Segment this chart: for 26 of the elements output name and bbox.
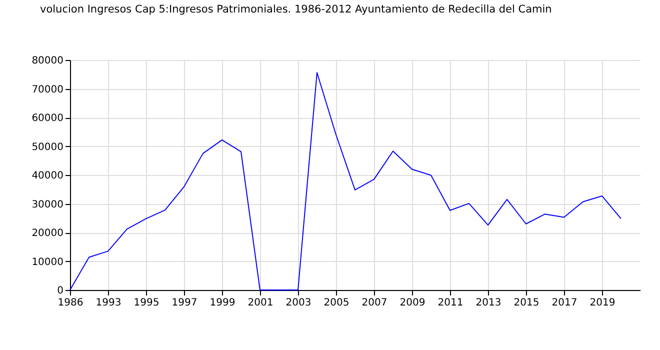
chart-title: volucion Ingresos Cap 5:Ingresos Patrimoniales. 1986-2012 Ayuntamiento de Redecilla del Camin (40, 4, 552, 16)
y-tick-label: 80000 (32, 56, 64, 66)
x-tick-label: 1999 (210, 298, 236, 308)
x-tick-label: 2015 (514, 298, 540, 308)
x-tick-label: 2001 (248, 298, 274, 308)
x-tick-label: 1995 (134, 298, 160, 308)
line-series (70, 72, 622, 290)
x-tick-label: 2007 (362, 298, 388, 308)
y-tick-label: 50000 (32, 142, 64, 153)
y-tick-label: 20000 (32, 228, 64, 239)
y-tick-label: 10000 (32, 256, 64, 268)
y-tick-label: 70000 (32, 84, 64, 96)
x-tick-label: 2003 (286, 298, 312, 308)
y-tick-label: 60000 (32, 113, 64, 124)
y-tick-label: 30000 (32, 199, 64, 210)
x-tick-label: 2019 (590, 298, 616, 308)
x-tick-label: 1997 (172, 298, 198, 308)
x-tick-label: 2013 (476, 298, 502, 308)
x-tick-label: 2005 (324, 298, 350, 308)
x-tick-label: 1986 (58, 298, 84, 308)
x-tick-label: 2011 (438, 298, 464, 308)
x-tick-label: 2009 (400, 298, 426, 308)
y-tick-label: 0 (57, 286, 64, 296)
y-tick-label: 40000 (32, 170, 64, 182)
x-tick-label: 1993 (96, 298, 122, 308)
x-tick-label: 2017 (552, 298, 578, 308)
